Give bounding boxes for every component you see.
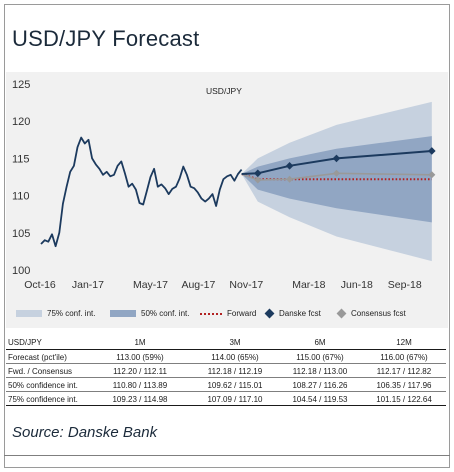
danske-marker — [285, 162, 294, 170]
y-tick-label: 115 — [12, 153, 30, 165]
table-cell: 112.17 / 112.82 — [376, 367, 432, 376]
page-title: USD/JPY Forecast — [12, 26, 200, 51]
table-cell: 116.00 (67%) — [380, 353, 428, 362]
x-tick-label: Nov-17 — [229, 279, 263, 291]
table-row: Forecast (pct'ile) 113.00 (59%) 114.00 (… — [6, 350, 446, 364]
spot-line — [40, 136, 243, 248]
y-tick-label: 125 — [12, 79, 30, 91]
legend-swatch-danske — [264, 308, 275, 319]
y-tick-label: 105 — [12, 228, 30, 240]
consensus-marker — [428, 171, 436, 179]
legend-item-forward: Forward — [200, 309, 256, 318]
y-tick-label: 100 — [12, 265, 30, 277]
table-row: 75% confidence int. 109.23 / 114.98 107.… — [6, 392, 446, 406]
x-tick-label: Jun-18 — [341, 279, 373, 291]
legend-swatch-consensus — [336, 308, 347, 319]
table-row: 50% confidence int. 110.80 / 113.89 109.… — [6, 378, 446, 392]
danske-marker — [332, 154, 341, 163]
table-header-cell: 3M — [229, 338, 241, 347]
table-cell: 109.23 / 114.98 — [112, 395, 168, 404]
chart-panel: 100 105 110 115 120 125 Oct-16 Jan-17 May-17 Aug-… — [6, 72, 448, 328]
table-cell: 106.35 / 117.96 — [376, 381, 432, 390]
table-cell: 115.00 (67%) — [296, 353, 344, 362]
y-tick-label: 120 — [12, 116, 30, 128]
table-header-row: USD/JPY 1M 3M 6M 12M — [6, 335, 446, 350]
x-tick-label: Mar-18 — [292, 279, 325, 291]
table-cell: 113.00 (59%) — [116, 353, 164, 362]
table-header-cell: 12M — [396, 338, 412, 347]
table-header-cell: USD/JPY — [8, 338, 42, 347]
x-tick-label: May-17 — [133, 279, 168, 291]
legend-label-forward: Forward — [227, 309, 257, 318]
band-50-area — [241, 136, 432, 223]
legend-label-danske: Danske fcst — [279, 309, 321, 318]
usdjpy-chart: 100 105 110 115 120 125 Oct-16 Jan-17 May-17 Aug-… — [12, 79, 436, 291]
table-cell: Forecast (pct'ile) — [8, 353, 67, 362]
legend-item-consensus: Consensus fcst — [328, 308, 406, 319]
table-header-cell: 1M — [134, 338, 146, 347]
table-cell: 114.00 (65%) — [211, 353, 259, 362]
consensus-marker — [286, 175, 294, 183]
chart-inner-title: USD/JPY — [206, 86, 242, 96]
danske-marker — [254, 169, 262, 178]
table-cell: Fwd. / Consensus — [8, 367, 73, 376]
legend-label-75: 75% conf. int. — [47, 309, 96, 318]
source-note: Source: Danske Bank — [12, 424, 158, 441]
legend-swatch-50 — [110, 310, 136, 317]
table-cell: 112.18 / 113.00 — [292, 367, 348, 376]
legend-swatch-75 — [16, 310, 42, 317]
table-row: Fwd. / Consensus 112.20 / 112.11 112.18 … — [6, 364, 446, 378]
legend-swatch-forward — [200, 312, 222, 315]
table-cell: 112.20 / 112.11 — [113, 367, 167, 376]
legend-item-75: 75% conf. int. — [16, 309, 95, 318]
legend-item-50: 50% conf. int. — [110, 309, 189, 318]
table-cell: 101.15 / 122.64 — [376, 395, 432, 404]
table-cell: 110.80 / 113.89 — [112, 381, 168, 390]
table-cell: 107.09 / 117.10 — [207, 395, 263, 404]
chart-legend: 75% conf. int. 50% conf. int. Forward Da… — [6, 303, 448, 325]
bottom-divider — [4, 455, 450, 456]
x-tick-label: Aug-17 — [181, 279, 215, 291]
y-tick-label: 110 — [12, 191, 30, 203]
table-cell: 75% confidence int. — [8, 395, 78, 404]
table-header-cell: 6M — [314, 338, 326, 347]
x-tick-label: Jan-17 — [72, 279, 104, 291]
legend-item-danske: Danske fcst — [256, 308, 321, 319]
table-cell: 108.27 / 116.26 — [292, 381, 348, 390]
x-tick-label: Sep-18 — [388, 279, 422, 291]
table-cell: 109.62 / 115.01 — [207, 381, 263, 390]
table-cell: 50% confidence int. — [8, 381, 78, 390]
table-cell: 112.18 / 112.19 — [207, 367, 263, 376]
forecast-table: USD/JPY 1M 3M 6M 12M Forecast (pct'ile) … — [6, 335, 446, 406]
consensus-marker — [332, 169, 340, 177]
x-tick-label: Oct-16 — [24, 279, 56, 291]
table-cell: 104.54 / 119.53 — [292, 395, 348, 404]
legend-label-50: 50% conf. int. — [141, 309, 190, 318]
legend-label-consensus: Consensus fcst — [351, 309, 406, 318]
